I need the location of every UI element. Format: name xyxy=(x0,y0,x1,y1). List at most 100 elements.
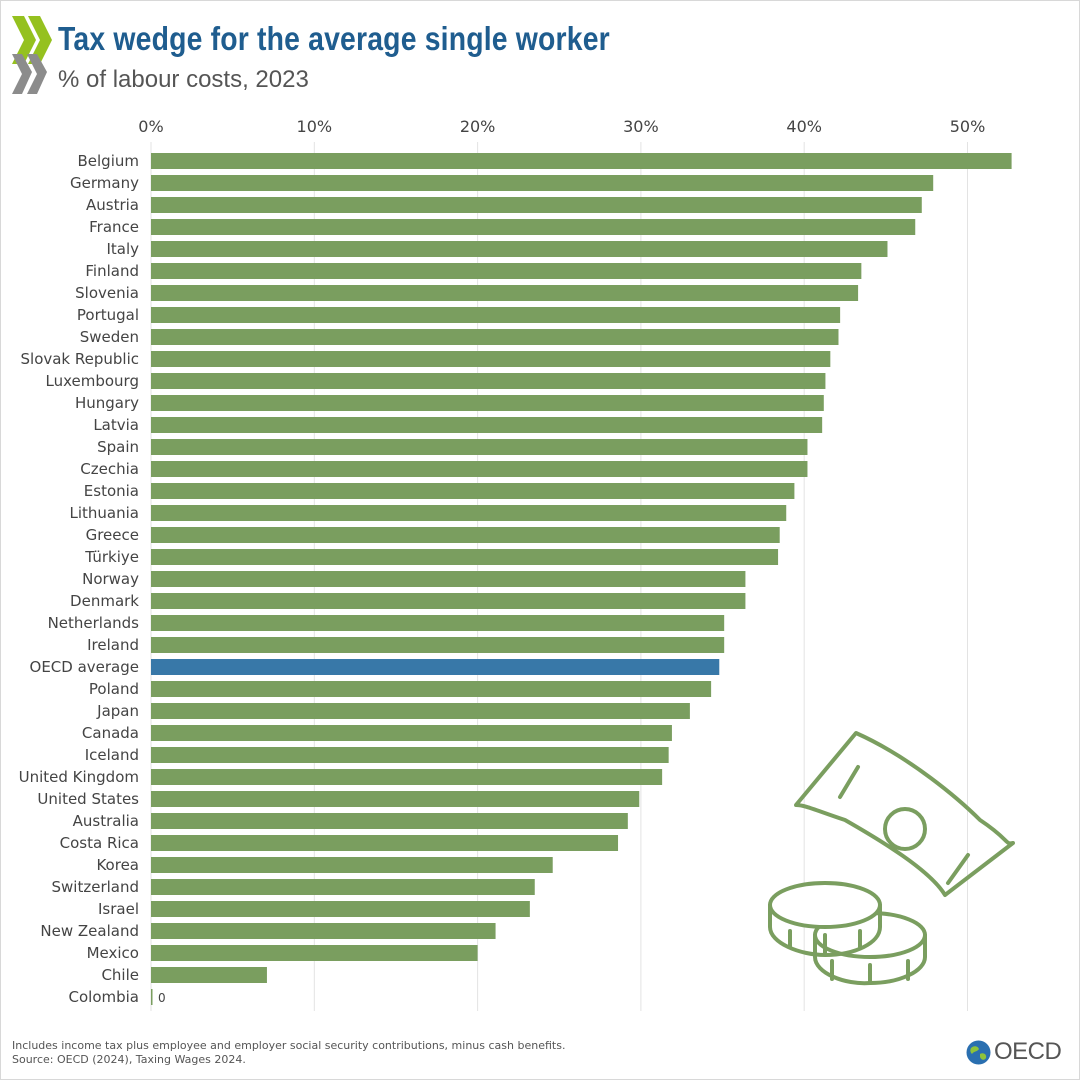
bar xyxy=(151,483,795,499)
bar-chart: 0% 10% 20% 30% 40% 50% Belgium Germany Austria F… xyxy=(19,117,1012,1011)
oecd-logo: OECD xyxy=(966,1038,1072,1068)
bar xyxy=(151,505,787,521)
x-tick-label: 40% xyxy=(786,117,822,136)
bar xyxy=(151,615,725,631)
category-label: Norway xyxy=(82,570,139,588)
globe-icon xyxy=(966,1040,991,1065)
data-label: 0 xyxy=(158,991,166,1005)
category-label: Mexico xyxy=(87,944,139,962)
category-label: Germany xyxy=(70,174,139,192)
category-label: Czechia xyxy=(80,460,139,478)
bar xyxy=(151,439,808,455)
category-label: Austria xyxy=(86,196,139,214)
category-label: Denmark xyxy=(70,592,139,610)
x-tick-label: 10% xyxy=(297,117,333,136)
bar xyxy=(151,703,690,719)
category-label: Greece xyxy=(86,526,139,544)
bar xyxy=(151,989,153,1005)
footnote: Includes income tax plus employee and em… xyxy=(12,1039,565,1067)
category-label: Luxembourg xyxy=(46,372,140,390)
bar xyxy=(151,857,553,873)
bar xyxy=(151,373,826,389)
oecd-logo-text: OECD xyxy=(994,1038,1062,1065)
category-label: Finland xyxy=(85,262,139,280)
x-tick-label: 0% xyxy=(138,117,163,136)
bar xyxy=(151,747,669,763)
category-label: Netherlands xyxy=(48,614,140,632)
category-label: Estonia xyxy=(84,482,139,500)
x-tick-label: 20% xyxy=(460,117,496,136)
bar xyxy=(151,527,780,543)
bar xyxy=(151,417,823,433)
bar xyxy=(151,285,859,301)
bar xyxy=(151,725,672,741)
bar xyxy=(151,395,824,411)
category-label: Spain xyxy=(97,438,139,456)
category-label: Colombia xyxy=(69,988,140,1006)
category-label: Belgium xyxy=(78,152,140,170)
bar xyxy=(151,769,663,785)
category-label: Slovak Republic xyxy=(21,350,140,368)
oecd-chevrons-icon xyxy=(12,16,52,94)
category-label: Australia xyxy=(73,812,139,830)
bar xyxy=(151,571,746,587)
bar xyxy=(151,241,888,257)
bar xyxy=(151,945,478,961)
bar xyxy=(151,263,862,279)
x-tick-label: 30% xyxy=(623,117,659,136)
bar xyxy=(151,351,831,367)
bar xyxy=(151,967,267,983)
category-label: United States xyxy=(37,790,139,808)
bar xyxy=(151,637,725,653)
bar xyxy=(151,307,841,323)
category-label: Israel xyxy=(98,900,139,918)
data-labels: 0 xyxy=(158,991,166,1005)
category-label: Chile xyxy=(101,966,139,984)
category-label: Iceland xyxy=(85,746,139,764)
category-label: Italy xyxy=(106,240,139,258)
category-label: Poland xyxy=(89,680,139,698)
bar xyxy=(151,549,779,565)
bars xyxy=(151,153,1012,1005)
bar xyxy=(151,329,839,345)
bar xyxy=(151,219,916,235)
category-label: Portugal xyxy=(77,306,139,324)
category-label: Costa Rica xyxy=(60,834,139,852)
bar xyxy=(151,461,808,477)
coins-icon xyxy=(768,881,927,986)
category-label: Japan xyxy=(96,702,139,720)
category-label: Lithuania xyxy=(70,504,139,522)
bar xyxy=(151,175,934,191)
category-label: New Zealand xyxy=(40,922,139,940)
category-label: United Kingdom xyxy=(19,768,139,786)
bar xyxy=(151,153,1012,169)
category-label: Sweden xyxy=(80,328,139,346)
category-label: Korea xyxy=(96,856,139,874)
bar xyxy=(151,901,530,917)
bar xyxy=(151,197,922,213)
category-label: OECD average xyxy=(30,658,139,676)
category-labels: Belgium Germany Austria France Italy Finland S… xyxy=(19,152,140,1006)
x-axis-ticks: 0% 10% 20% 30% 40% 50% xyxy=(138,117,985,136)
category-label: Ireland xyxy=(87,636,139,654)
bar xyxy=(151,923,496,939)
bar xyxy=(151,791,640,807)
category-label: Slovenia xyxy=(75,284,139,302)
bar xyxy=(151,835,619,851)
banknote-icon xyxy=(794,731,1015,897)
category-label: Latvia xyxy=(93,416,139,434)
category-label: Hungary xyxy=(75,394,139,412)
category-label: Canada xyxy=(82,724,139,742)
bar xyxy=(151,659,720,675)
footnote-source: Source: OECD (2024), Taxing Wages 2024. xyxy=(12,1053,246,1066)
bar xyxy=(151,681,712,697)
x-tick-label: 50% xyxy=(950,117,986,136)
category-label: Switzerland xyxy=(52,878,140,896)
chart-subtitle: % of labour costs, 2023 xyxy=(58,66,309,93)
footnote-note: Includes income tax plus employee and em… xyxy=(12,1039,566,1052)
bar xyxy=(151,593,746,609)
category-label: France xyxy=(89,218,139,236)
bar xyxy=(151,879,535,895)
category-label: Türkiye xyxy=(84,548,139,566)
chart-title: Tax wedge for the average single worker xyxy=(58,20,610,57)
